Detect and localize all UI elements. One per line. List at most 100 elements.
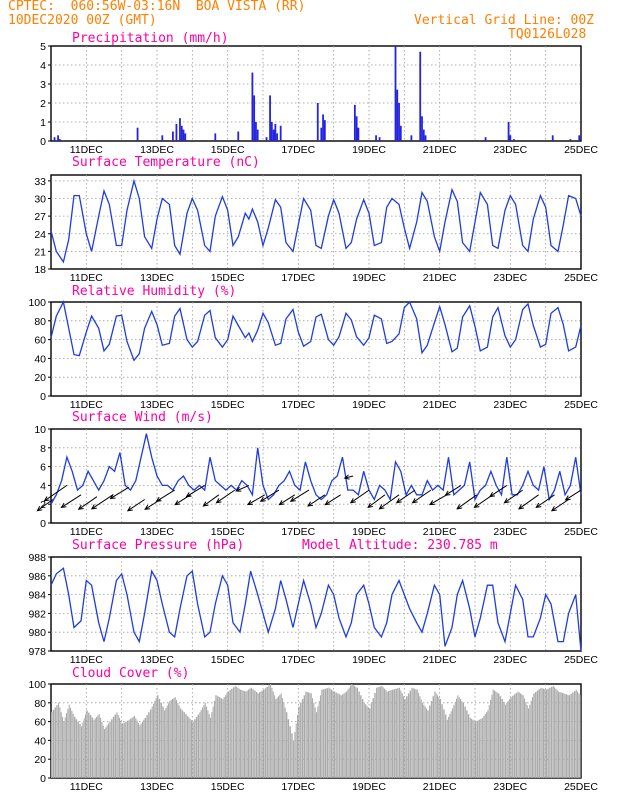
wind-vector-head (235, 486, 242, 492)
cloud-bar (386, 691, 388, 778)
cloud-bar (483, 715, 485, 778)
wind-xtick-label: 11DEC (70, 526, 103, 538)
cloud-bar (490, 699, 492, 778)
cloud-bar (429, 705, 431, 778)
cloud-bar (283, 702, 285, 778)
precip-ytick-label: 2 (40, 98, 46, 110)
cloud-bar (387, 691, 390, 778)
cloud-bar (545, 689, 548, 778)
cloud-bar (97, 715, 99, 778)
cloud-bar (77, 721, 79, 778)
pressure-ytick-label: 982 (28, 608, 46, 620)
cloud-bar (507, 700, 509, 778)
precip-bar (255, 122, 257, 141)
cloud-bar (234, 685, 236, 778)
rh-xtick-label: 19DEC (352, 399, 386, 411)
rh-series-line (50, 300, 582, 362)
cloud-bar (194, 719, 196, 778)
cloud-bar (328, 687, 330, 778)
cloud-bar (554, 687, 556, 778)
pressure-title: Surface Pressure (hPa) (72, 538, 244, 553)
wind-vector-head (185, 492, 192, 498)
cloud-bar (242, 690, 244, 778)
wind-xtick-label: 19DEC (352, 526, 386, 538)
cloud-bar (195, 716, 198, 778)
precip-bar (53, 137, 56, 141)
cloud-bar (63, 721, 65, 778)
cloud-bar (132, 716, 134, 778)
pressure-xtick-label: 11DEC (70, 654, 103, 666)
rh-xtick-label: 25DEC (564, 399, 598, 411)
cloud-bar (538, 689, 541, 778)
rh-xtick-label: 15DEC (211, 399, 245, 411)
model-id: TQ0126L028 (508, 27, 587, 42)
precip-bar (507, 122, 510, 141)
cloud-bar (579, 695, 581, 778)
wind-vector-head (411, 498, 418, 504)
precip-bar (180, 125, 183, 141)
wind-vector (518, 494, 539, 510)
cloud-bar (197, 714, 200, 778)
cloud-bar (162, 706, 164, 778)
wind-vector-head (307, 501, 314, 507)
temp-frame (50, 174, 582, 270)
temp-xtick-label: 25DEC (564, 272, 598, 284)
cloud-bar (453, 705, 455, 778)
cloud-bar (560, 692, 562, 778)
cloud-bar (458, 697, 460, 778)
cloud-bar (100, 717, 102, 778)
cloud-bar (146, 715, 148, 778)
cloud-bar (466, 710, 468, 778)
cloud-bar (51, 712, 53, 778)
cloud-bar (72, 713, 74, 778)
cloud-bar (280, 693, 282, 778)
cloud-bar (88, 712, 90, 778)
wind-vector-head (428, 500, 435, 506)
cloud-bar (459, 699, 462, 778)
wind-vector (236, 484, 250, 492)
cloud-bar (191, 720, 193, 778)
wind-vector-head (126, 506, 133, 512)
wind-vector-head (324, 500, 331, 506)
wind-vector-head (503, 498, 510, 504)
cloud-bar (562, 692, 564, 778)
cloud-bar (533, 693, 535, 778)
rh-frame (50, 301, 582, 397)
cloud-bar (370, 703, 373, 778)
rh-ytick-label: 0 (40, 391, 46, 403)
cloud-bar (547, 688, 549, 778)
temp-series-line (50, 178, 582, 264)
cloud-bar (414, 688, 416, 778)
wind-vector-head (343, 474, 350, 480)
cloud-bar (356, 687, 359, 778)
cloud-bar (158, 699, 161, 778)
cloud-xtick-label: 11DEC (70, 781, 103, 793)
cloud-bar (348, 687, 350, 778)
precip-xtick-label: 13DEC (140, 144, 174, 156)
cloud-bar (469, 717, 471, 778)
precip-bar (357, 127, 360, 141)
cloud-bar (497, 693, 500, 778)
cloud-bar (454, 701, 456, 778)
wind-vector (156, 489, 175, 502)
precip-bar (175, 123, 178, 141)
cloud-bar (260, 691, 262, 778)
cloud-bar (524, 698, 526, 778)
cloud-bar (506, 702, 508, 778)
cloud-bar (510, 697, 512, 778)
cloud-bar (130, 718, 132, 778)
cloud-bar (382, 687, 384, 778)
cloud-bar (255, 691, 258, 778)
precip-title: Precipitation (mm/h) (72, 31, 229, 46)
cloud-bar (353, 685, 356, 778)
wind-vector (445, 484, 462, 496)
cloud-bar (525, 701, 527, 778)
precip-bar (270, 122, 273, 141)
temp-ytick-label: 21 (34, 246, 46, 258)
cloud-bar (140, 723, 142, 778)
cloud-bar (491, 694, 493, 778)
wind-ytick-label: 8 (40, 443, 46, 455)
precip-bar (551, 135, 554, 141)
wind-ytick-label: 2 (40, 499, 46, 511)
cloud-bar (295, 723, 297, 778)
